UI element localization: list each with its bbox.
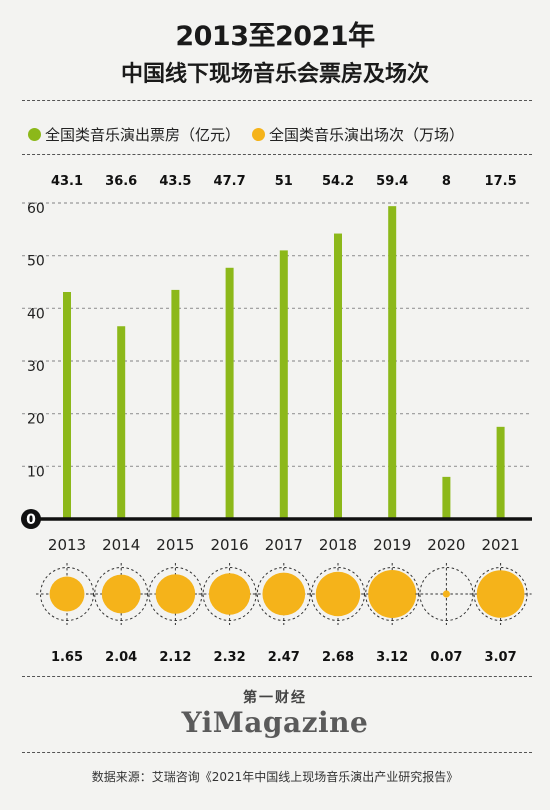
shows-bubble bbox=[262, 572, 306, 616]
box-office-value-label: 8 bbox=[442, 174, 451, 189]
shows-bubble bbox=[315, 571, 361, 617]
x-tick-label: 2020 bbox=[427, 536, 465, 554]
x-tick-label: 2014 bbox=[102, 536, 140, 554]
y-tick-label: 40 bbox=[27, 306, 45, 322]
shows-value-label: 2.04 bbox=[105, 650, 137, 665]
box-office-value-label: 43.5 bbox=[159, 174, 191, 189]
bar-chart: 10 20 30 40 50 60 0 43.1 2013 36.6 2014 43.5 2015 47.… bbox=[21, 174, 532, 665]
shows-bubble bbox=[208, 573, 251, 615]
shows-value-label: 2.12 bbox=[159, 650, 191, 665]
legend-orange-dot bbox=[252, 127, 266, 141]
legend-divider bbox=[22, 154, 532, 155]
brand-logo: YiMagazine bbox=[181, 706, 369, 739]
shows-value-label: 0.07 bbox=[430, 650, 462, 665]
y-tick-label: 20 bbox=[27, 412, 45, 428]
shows-bubble bbox=[155, 574, 196, 614]
x-tick-label: 2016 bbox=[211, 536, 249, 554]
box-office-value-label: 59.4 bbox=[376, 174, 408, 189]
box-office-value-label: 54.2 bbox=[322, 174, 354, 189]
chart-title: 2013至2021年 bbox=[175, 21, 375, 52]
shows-bubble bbox=[368, 570, 417, 618]
shows-bubble bbox=[101, 574, 141, 614]
box-office-value-label: 47.7 bbox=[214, 174, 246, 189]
y-tick-label: 30 bbox=[27, 359, 45, 375]
shows-value-label: 2.68 bbox=[322, 650, 354, 665]
x-tick-label: 2017 bbox=[265, 536, 303, 554]
box-office-bar bbox=[279, 250, 288, 519]
brand-name-cn: 第一财经 bbox=[243, 690, 307, 706]
x-tick-label: 2021 bbox=[482, 536, 520, 554]
zero-badge bbox=[21, 509, 41, 529]
x-tick-label: 2013 bbox=[48, 536, 86, 554]
shows-bubble bbox=[49, 576, 85, 612]
box-office-value-label: 51 bbox=[275, 174, 293, 189]
box-office-bar bbox=[388, 206, 397, 519]
box-office-value-label: 43.1 bbox=[51, 174, 83, 189]
legend: 全国类音乐演出票房（亿元） 全国类音乐演出场次（万场） bbox=[28, 124, 476, 144]
y-tick-label: 50 bbox=[27, 254, 45, 270]
box-office-bar bbox=[225, 267, 234, 519]
legend-item-box-office: 全国类音乐演出票房（亿元） bbox=[28, 124, 240, 145]
legend-label-box-office: 全国类音乐演出票房（亿元） bbox=[45, 125, 241, 144]
box-office-value-label: 36.6 bbox=[105, 174, 137, 189]
legend-label-shows: 全国类音乐演出场次（万场） bbox=[269, 125, 465, 144]
shows-bubble bbox=[476, 570, 525, 618]
x-tick-label: 2019 bbox=[373, 536, 411, 554]
shows-value-label: 3.12 bbox=[376, 650, 408, 665]
box-office-value-label: 17.5 bbox=[485, 174, 517, 189]
box-office-bar bbox=[63, 292, 71, 519]
box-office-bar bbox=[334, 233, 342, 519]
bottom-divider bbox=[22, 676, 532, 677]
top-divider bbox=[22, 100, 532, 101]
box-office-bar bbox=[171, 289, 180, 519]
y-tick-label: 10 bbox=[27, 464, 45, 480]
shows-value-label: 2.32 bbox=[214, 650, 246, 665]
y-tick-label: 0 bbox=[26, 512, 36, 528]
x-tick-label: 2015 bbox=[156, 536, 194, 554]
shows-value-label: 2.47 bbox=[268, 650, 300, 665]
chart-subtitle: 中国线下现场音乐会票房及场次 bbox=[120, 62, 429, 87]
x-tick-label: 2018 bbox=[319, 536, 357, 554]
footer-divider bbox=[22, 752, 532, 753]
box-office-bar bbox=[117, 326, 126, 519]
shows-bubble bbox=[442, 590, 450, 598]
legend-item-shows: 全国类音乐演出场次（万场） bbox=[252, 124, 464, 145]
data-source: 数据来源：艾瑞咨询《2021年中国线上现场音乐演出产业研究报告》 bbox=[91, 770, 459, 784]
legend-green-dot bbox=[28, 127, 41, 141]
box-office-bar bbox=[496, 426, 505, 519]
y-tick-label: 60 bbox=[27, 201, 45, 217]
shows-value-label: 3.07 bbox=[485, 650, 517, 665]
box-office-bar bbox=[442, 476, 451, 519]
shows-value-label: 1.65 bbox=[51, 650, 83, 665]
